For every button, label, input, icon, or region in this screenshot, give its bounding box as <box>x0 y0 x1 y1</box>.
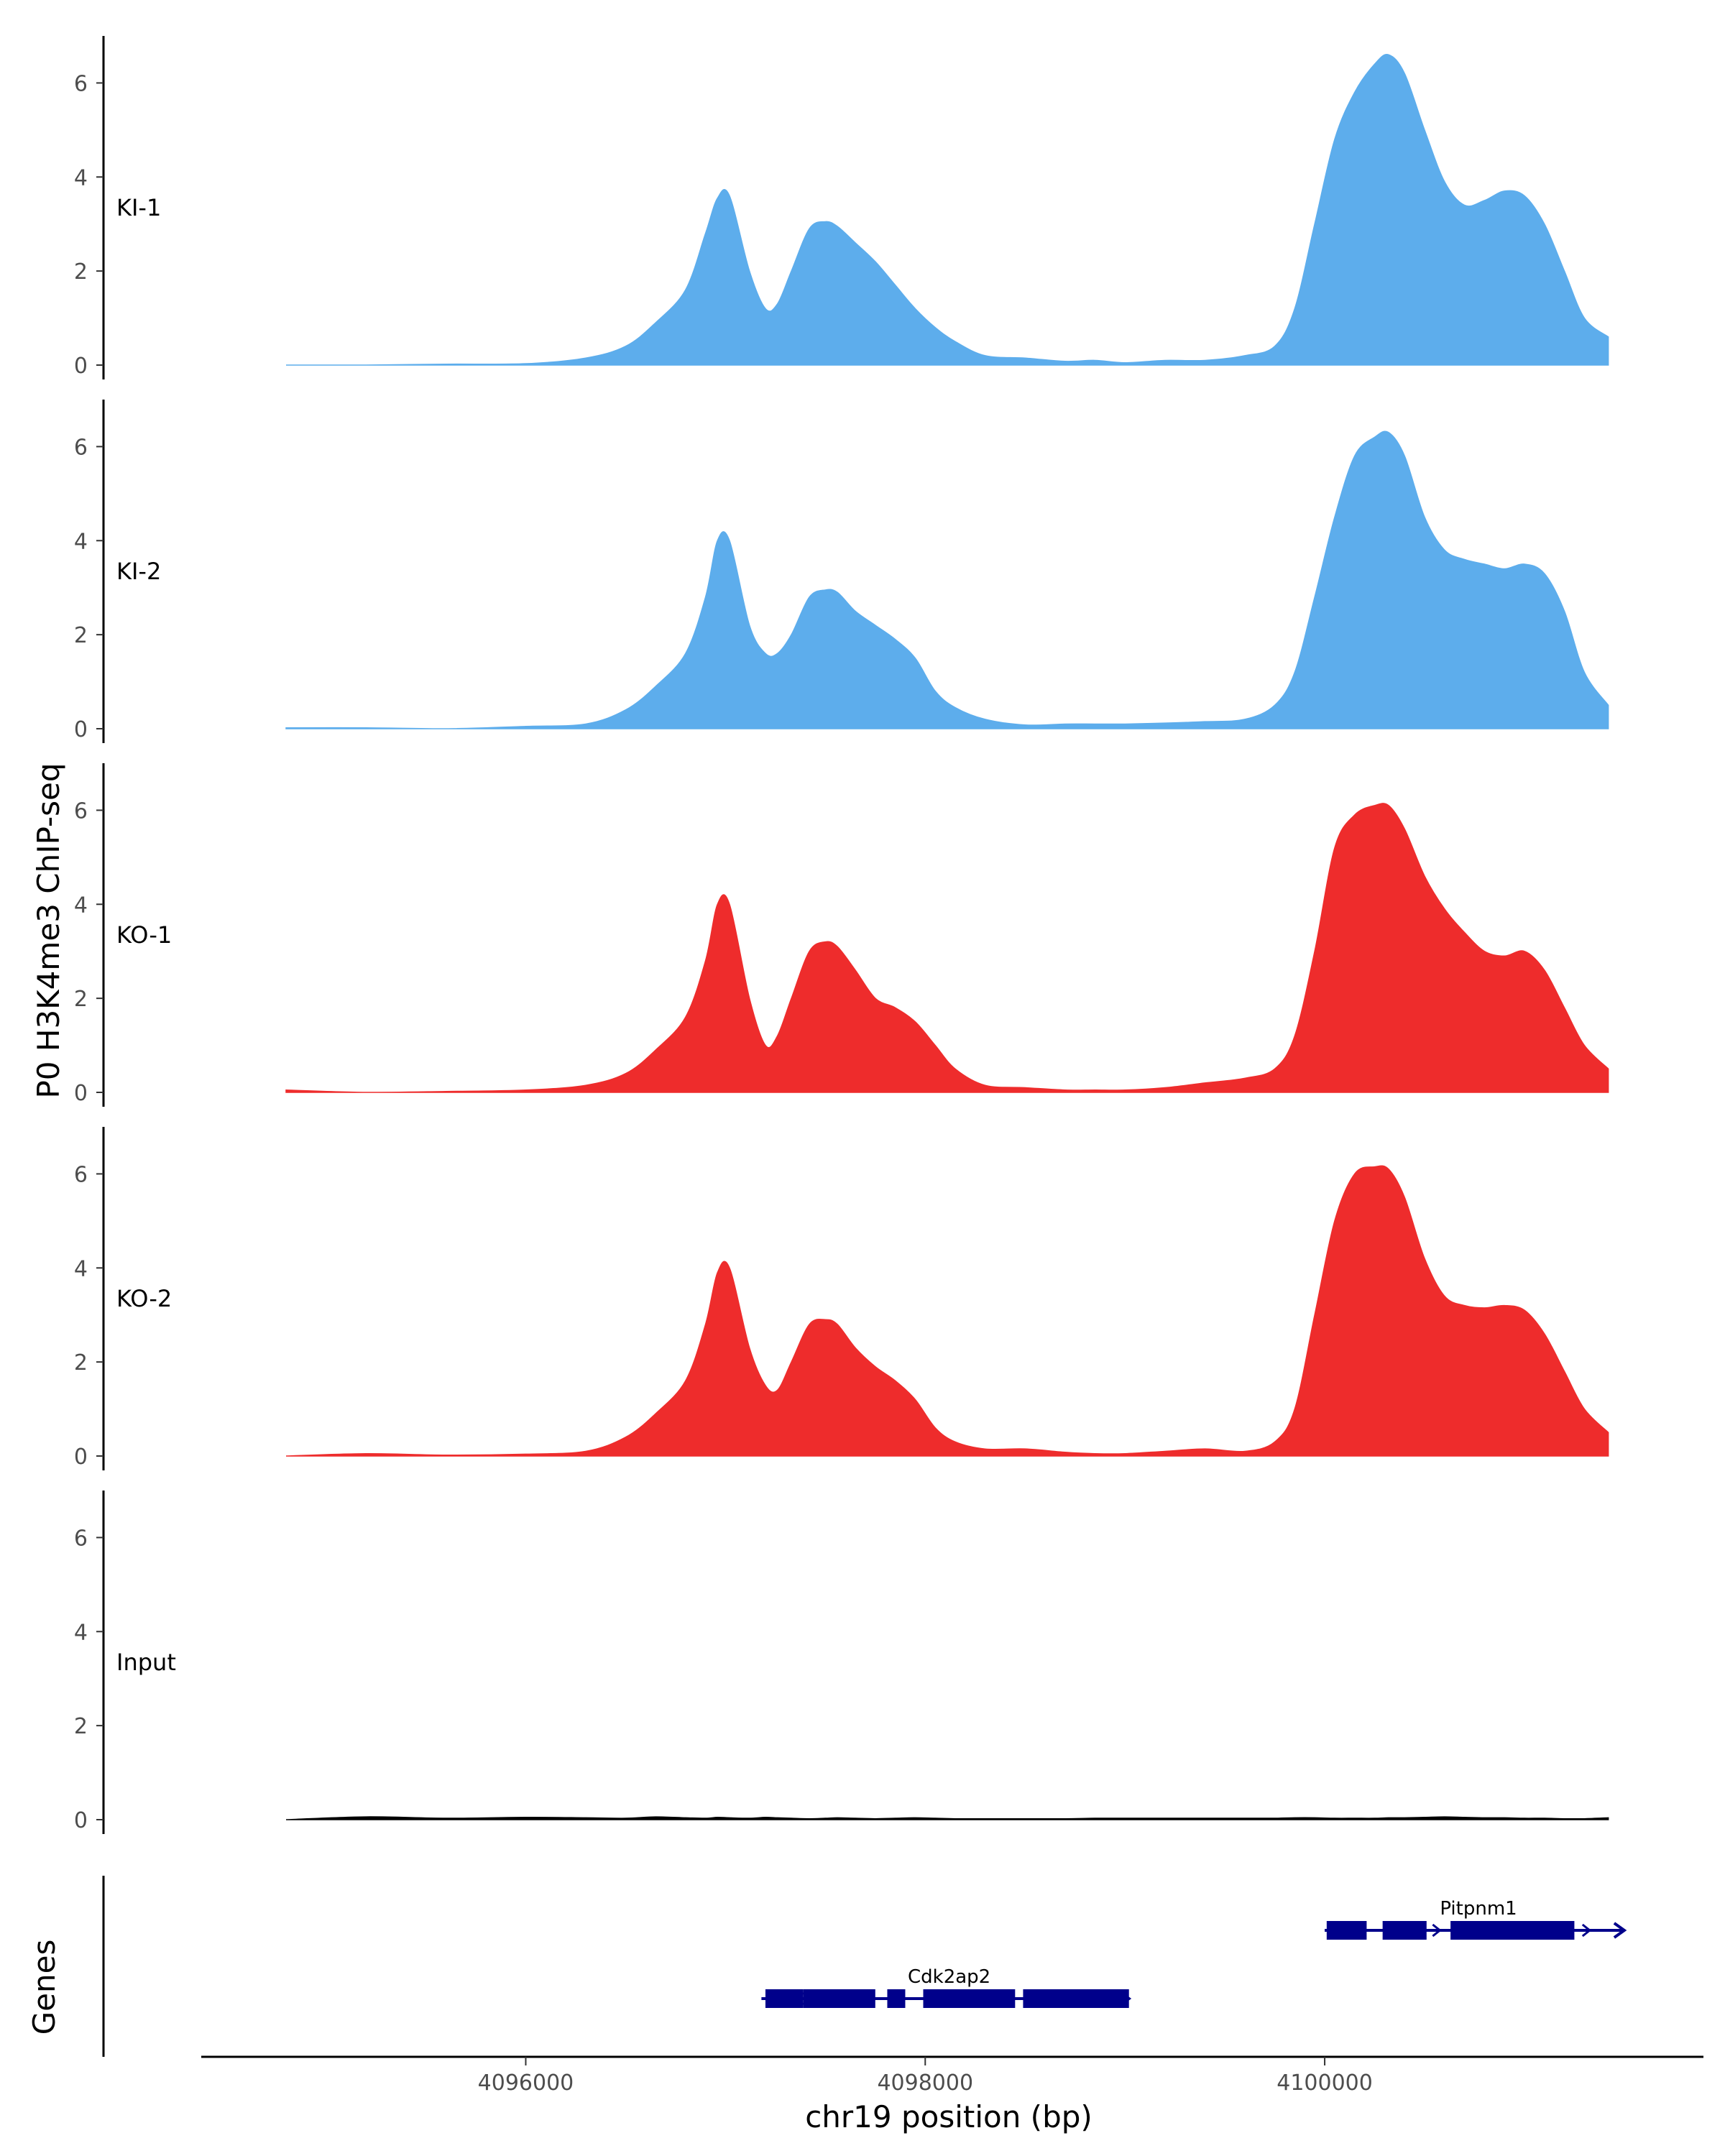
x-axis: 4096000 4098000 4100000 <box>201 2055 1703 2096</box>
track-ko-2: 0 2 4 6 KO-2 <box>74 1127 1609 1470</box>
y-tick-label: 0 <box>74 717 88 742</box>
y-tick-label: 6 <box>74 435 88 460</box>
y-tick-label: 6 <box>74 1526 88 1551</box>
y-tick-label: 4 <box>74 893 88 918</box>
signal-area <box>285 1165 1609 1457</box>
y-axis-title: P0 H3K4me3 ChIP-seq <box>31 763 66 1098</box>
track-ki-2: 0 2 4 6 KI-2 <box>74 400 1609 743</box>
track-label: KI-2 <box>116 558 161 585</box>
strand-arrow <box>1357 1923 1367 1938</box>
y-tick-label: 6 <box>74 71 88 96</box>
strand-arrow <box>1432 1923 1442 1938</box>
track-label: KI-1 <box>116 194 161 221</box>
x-axis-title: chr19 position (bp) <box>805 2099 1092 2134</box>
genes-axis-title: Genes <box>27 1940 62 2035</box>
gene-exon <box>1382 1921 1427 1940</box>
gene-exon <box>923 1989 1016 2008</box>
y-tick-label: 6 <box>74 798 88 824</box>
gene-label: Cdk2ap2 <box>908 1966 990 1988</box>
y-tick-label: 0 <box>74 1808 88 1833</box>
y-tick-label: 4 <box>74 1620 88 1645</box>
strand-arrow <box>1544 1923 1555 1938</box>
x-tick-label: 4096000 <box>478 2070 574 2096</box>
strand-arrow <box>940 1991 950 2006</box>
gene-exon <box>803 1989 875 2008</box>
gene-label: Pitpnm1 <box>1440 1898 1517 1920</box>
y-tick-label: 4 <box>74 1256 88 1281</box>
track-ki-1: 0 2 4 6 KI-1 <box>74 36 1609 379</box>
y-tick-label: 0 <box>74 1081 88 1106</box>
track-label: KO-1 <box>116 921 172 949</box>
strand-arrow <box>1581 1923 1592 1938</box>
y-tick-label: 2 <box>74 1714 88 1739</box>
strand-arrow <box>1506 1923 1517 1938</box>
tracks-group: 0 2 4 6 KI-1 0 2 4 6 KI-2 0 2 4 6 KO-1 0 2 4 6 KO-2 0 2 4 6 Inpu… <box>74 36 1609 1834</box>
strand-arrow <box>1031 1991 1042 2006</box>
strand-arrow <box>1469 1923 1479 1938</box>
track-ko-1: 0 2 4 6 KO-1 <box>74 763 1609 1107</box>
signal-area <box>286 54 1609 366</box>
gene-pitpnm1: Pitpnm1 <box>1325 1898 1627 1940</box>
y-tick-label: 6 <box>74 1162 88 1187</box>
strand-arrow <box>894 1991 904 2006</box>
track-label: KO-2 <box>116 1285 172 1312</box>
gene-exon <box>765 1989 804 2008</box>
track-label: Input <box>116 1649 176 1676</box>
y-tick-label: 2 <box>74 987 88 1012</box>
y-tick-label: 2 <box>74 623 88 648</box>
signal-area <box>285 1816 1609 1820</box>
strand-arrow <box>1118 1990 1132 2007</box>
y-tick-label: 0 <box>74 354 88 379</box>
y-tick-label: 0 <box>74 1445 88 1470</box>
genes-group: Cdk2ap2 Pitpnm1 <box>102 1876 1627 2057</box>
signal-area <box>285 803 1609 1093</box>
x-tick-label: 4100000 <box>1276 2070 1373 2096</box>
y-tick-label: 2 <box>74 1350 88 1376</box>
gene-cdk2ap2: Cdk2ap2 <box>761 1966 1132 2008</box>
strand-arrow <box>848 1991 858 2006</box>
gene-exon <box>1450 1921 1575 1940</box>
y-tick-label: 4 <box>74 529 88 554</box>
strand-arrow <box>986 1991 996 2006</box>
gene-exon <box>1326 1921 1367 1940</box>
y-tick-label: 4 <box>74 165 88 190</box>
y-tick-label: 2 <box>74 259 88 285</box>
signal-area <box>285 430 1609 729</box>
x-tick-label: 4098000 <box>877 2070 973 2096</box>
strand-arrow <box>1077 1991 1088 2006</box>
strand-arrow <box>802 1991 812 2006</box>
strand-arrow <box>1394 1923 1404 1938</box>
track-input: 0 2 4 6 Input <box>74 1491 1609 1834</box>
strand-arrow <box>1613 1922 1627 1939</box>
